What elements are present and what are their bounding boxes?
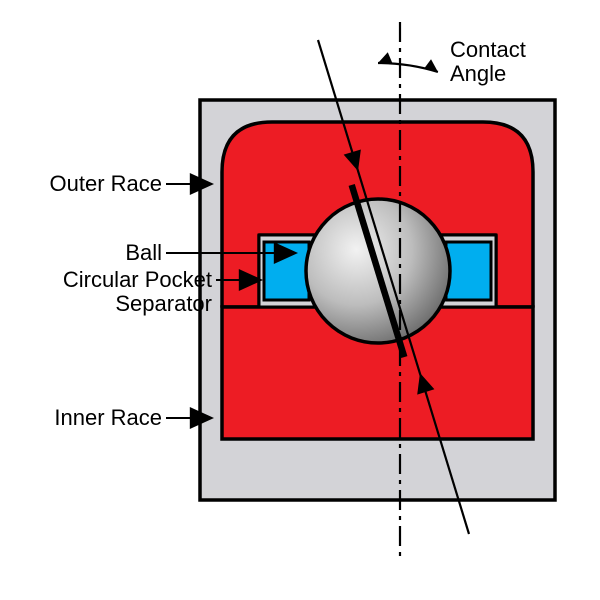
label-circular-pocket-separator: Circular Pocket Separator bbox=[63, 268, 212, 316]
label-contact-angle: Contact Angle bbox=[450, 38, 526, 86]
label-outer-race: Outer Race bbox=[50, 172, 163, 196]
label-inner-race: Inner Race bbox=[54, 406, 162, 430]
label-text: Angle bbox=[450, 61, 506, 86]
label-text: Contact bbox=[450, 37, 526, 62]
label-text: Inner Race bbox=[54, 405, 162, 430]
label-ball: Ball bbox=[125, 241, 162, 265]
label-text: Outer Race bbox=[50, 171, 163, 196]
label-text: Ball bbox=[125, 240, 162, 265]
label-text: Separator bbox=[115, 291, 212, 316]
label-text: Circular Pocket bbox=[63, 267, 212, 292]
